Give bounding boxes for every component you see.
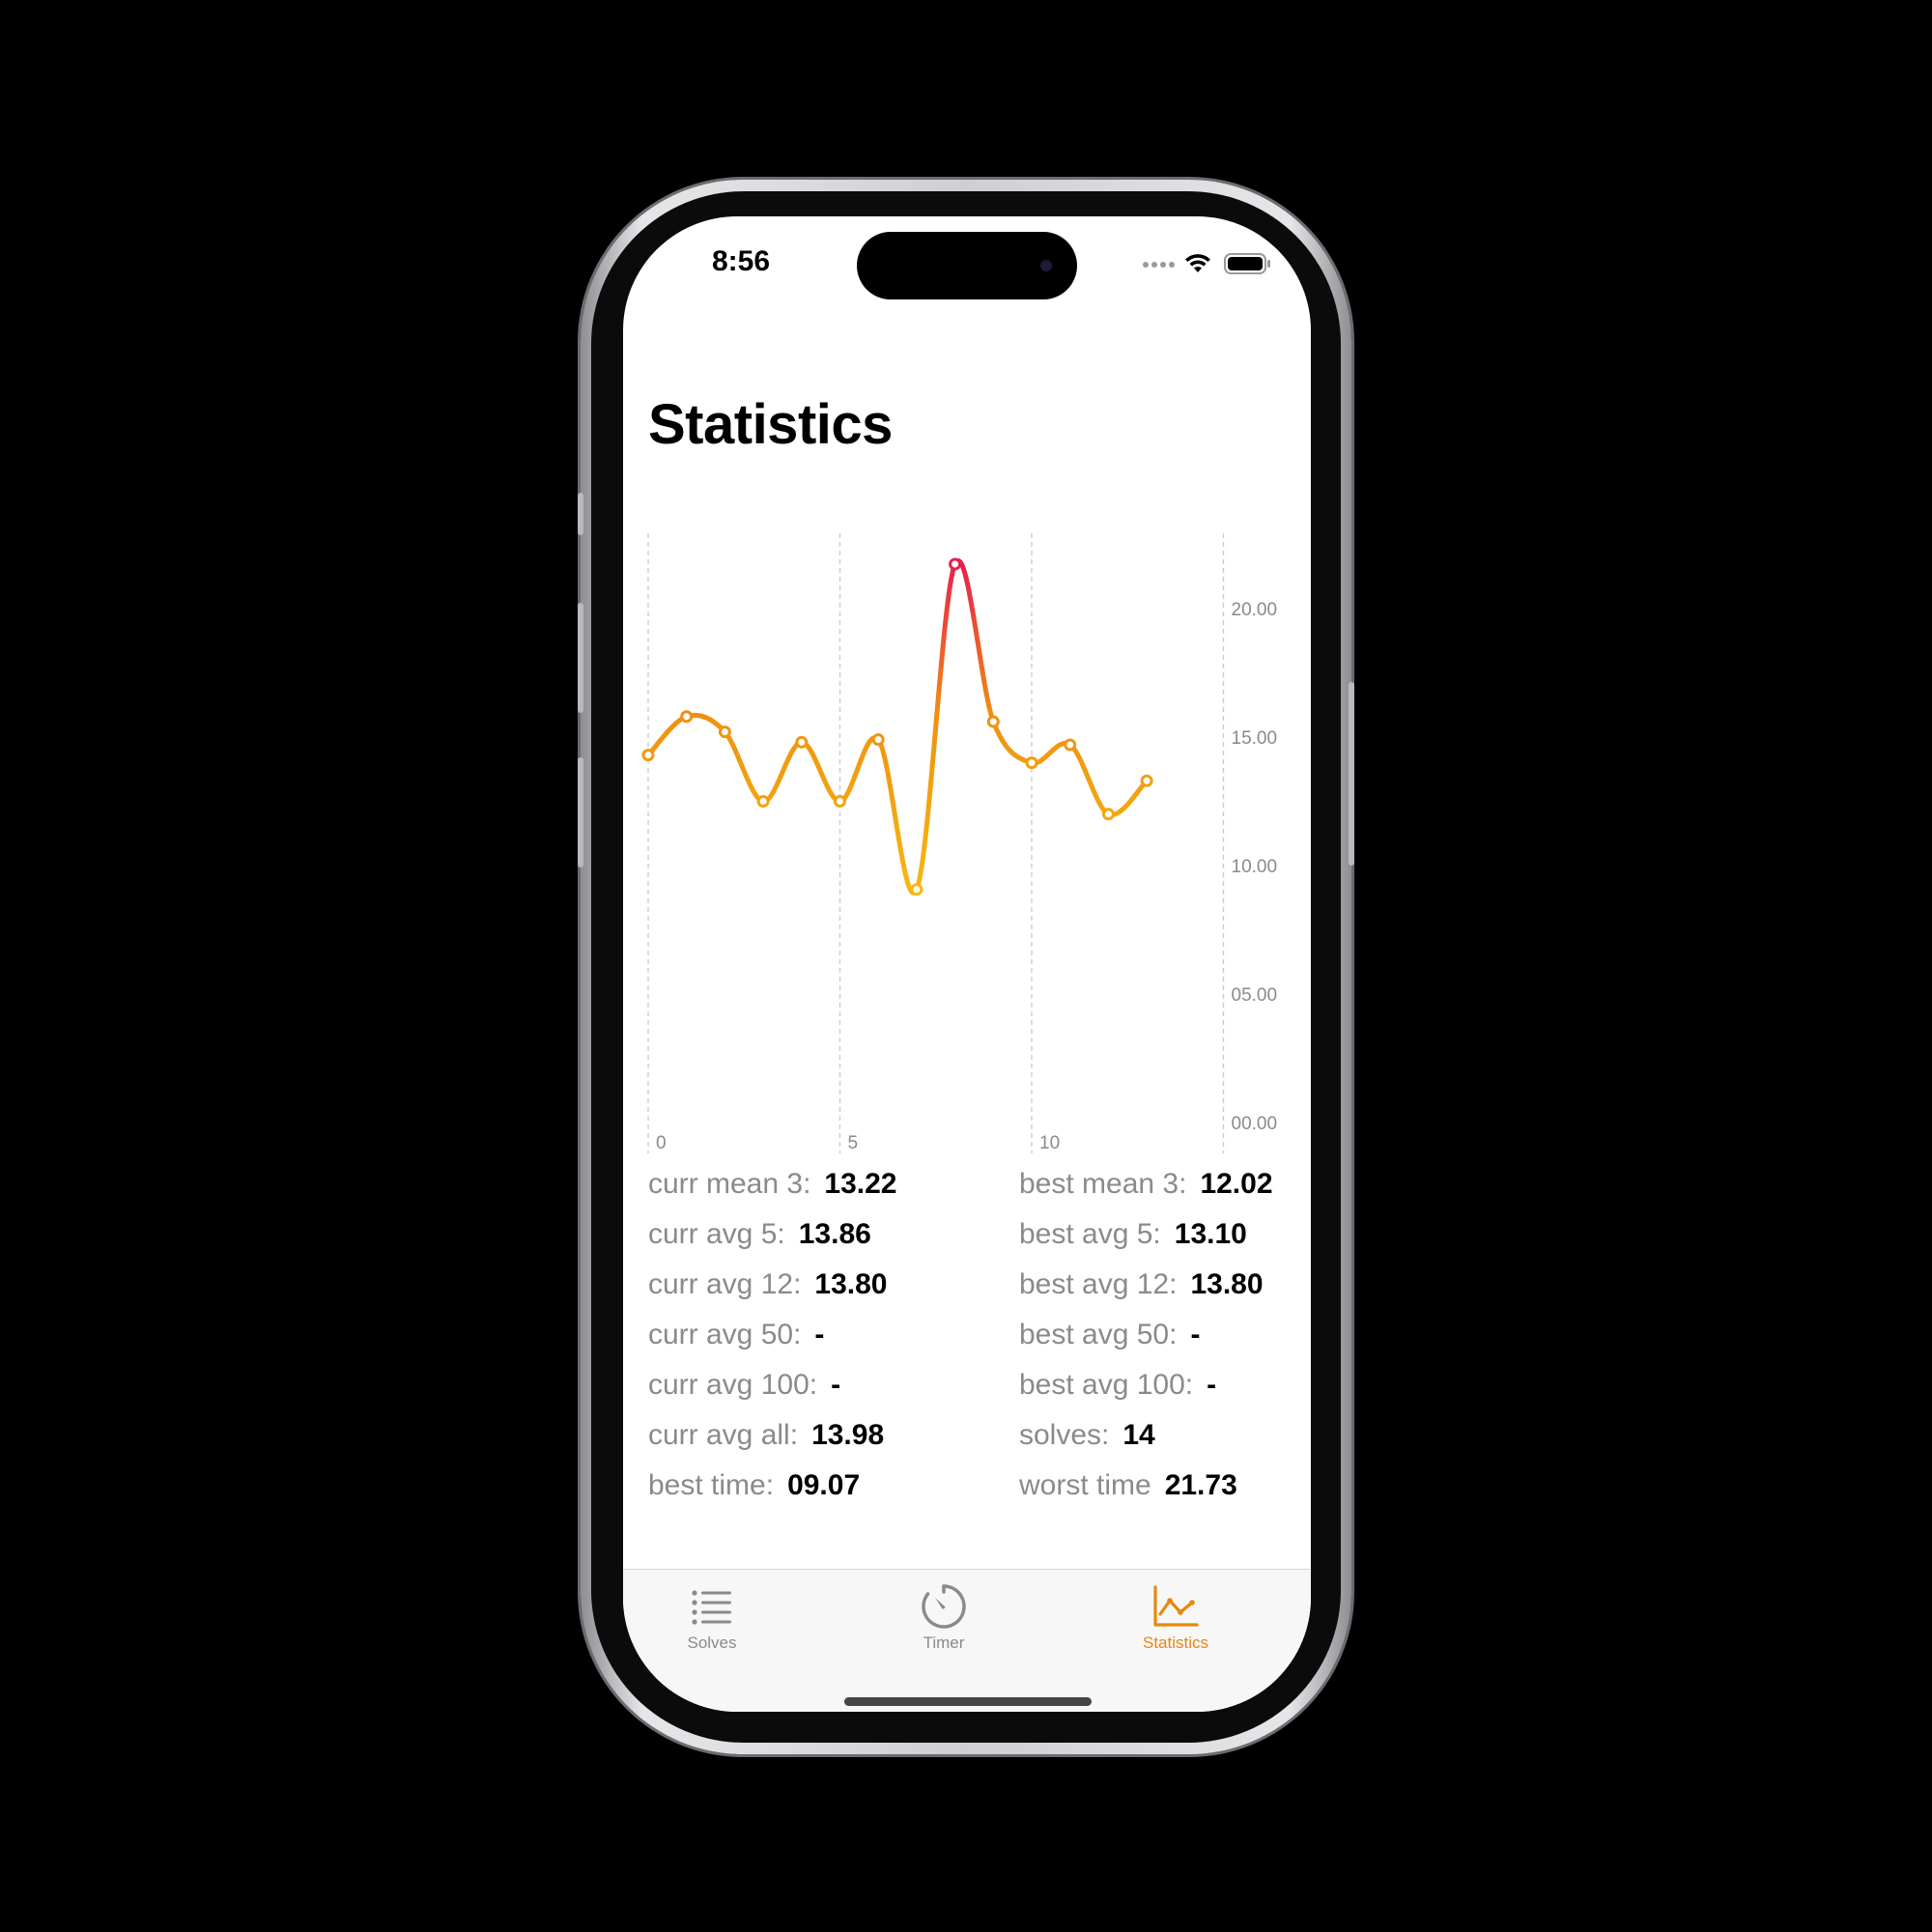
tab-timer[interactable]: Timer bbox=[876, 1581, 1011, 1653]
power-button bbox=[1349, 682, 1354, 866]
stat-label: best time: bbox=[648, 1469, 775, 1501]
x-tick-label: 5 bbox=[848, 1133, 859, 1153]
stat-value: 13.80 bbox=[1190, 1268, 1264, 1300]
stat-row-left: curr mean 3: 13.22 bbox=[648, 1165, 896, 1204]
stat-row-left: curr avg all: 13.98 bbox=[648, 1416, 884, 1455]
data-point bbox=[1025, 756, 1038, 770]
x-axis-ticks: 0 5 10 bbox=[656, 1133, 1060, 1153]
tab-statistics[interactable]: Statistics bbox=[1108, 1581, 1243, 1653]
stat-row-left: curr avg 100: - bbox=[648, 1366, 840, 1405]
data-point bbox=[795, 735, 809, 749]
chart-icon bbox=[1153, 1585, 1199, 1627]
stat-label: best mean 3: bbox=[1019, 1168, 1187, 1200]
data-point bbox=[680, 710, 694, 724]
stat-row-right: solves: 14 bbox=[1019, 1416, 1155, 1455]
y-tick-label: 10.00 bbox=[1232, 857, 1278, 877]
cellular-signal-icon bbox=[1143, 262, 1175, 268]
data-point bbox=[834, 795, 846, 808]
y-axis-ticks: 00.00 05.00 10.00 15.00 20.00 bbox=[1232, 600, 1278, 1134]
stat-label: curr avg 50: bbox=[648, 1319, 802, 1350]
stat-value: 21.73 bbox=[1164, 1469, 1237, 1501]
camera-icon bbox=[1040, 260, 1052, 271]
dynamic-island bbox=[857, 232, 1077, 299]
stat-value: - bbox=[814, 1319, 825, 1350]
stopwatch-icon bbox=[922, 1584, 966, 1629]
stat-label: best avg 5: bbox=[1019, 1218, 1161, 1250]
stat-value: 13.80 bbox=[814, 1268, 888, 1300]
stat-label: curr avg all: bbox=[648, 1419, 799, 1451]
tab-timer-label: Timer bbox=[923, 1634, 965, 1652]
stat-label: best avg 12: bbox=[1019, 1268, 1178, 1300]
stat-row-left: best time: 09.07 bbox=[648, 1466, 860, 1505]
stat-label: curr avg 5: bbox=[648, 1218, 785, 1250]
solve-times-chart: 0 5 10 00.00 05.00 10.00 15.00 20.00 bbox=[641, 533, 1278, 1153]
stat-label: curr mean 3: bbox=[648, 1168, 811, 1200]
tab-statistics-label: Statistics bbox=[1142, 1634, 1209, 1652]
x-tick-label: 0 bbox=[656, 1133, 667, 1153]
data-point bbox=[1064, 738, 1077, 752]
data-point bbox=[871, 733, 885, 747]
data-point bbox=[986, 715, 1000, 728]
stat-value: 13.22 bbox=[824, 1168, 897, 1200]
tab-solves[interactable]: Solves bbox=[644, 1581, 780, 1653]
tab-solves-label: Solves bbox=[687, 1634, 737, 1652]
list-icon bbox=[692, 1590, 731, 1625]
status-time: 8:56 bbox=[712, 245, 771, 277]
stat-label: solves: bbox=[1019, 1419, 1110, 1451]
data-point bbox=[641, 749, 655, 762]
data-point bbox=[1140, 774, 1153, 787]
stat-label: best avg 50: bbox=[1019, 1319, 1178, 1350]
stat-row-left: curr avg 50: - bbox=[648, 1316, 824, 1354]
stat-value: 13.98 bbox=[811, 1419, 885, 1451]
data-point bbox=[718, 725, 731, 739]
y-tick-label: 05.00 bbox=[1232, 985, 1278, 1006]
stat-label: curr avg 12: bbox=[648, 1268, 802, 1300]
volume-up-button bbox=[578, 603, 583, 713]
wifi-icon bbox=[1185, 254, 1210, 272]
stat-value: - bbox=[831, 1369, 841, 1401]
x-tick-label: 10 bbox=[1039, 1133, 1060, 1153]
tab-bar: Solves Timer Statistics bbox=[623, 1569, 1311, 1712]
data-point bbox=[949, 557, 962, 571]
y-tick-label: 00.00 bbox=[1232, 1114, 1278, 1134]
home-indicator bbox=[844, 1697, 1092, 1706]
stat-value: 09.07 bbox=[787, 1469, 861, 1501]
stat-label: worst time bbox=[1019, 1469, 1151, 1501]
stat-value: 13.86 bbox=[798, 1218, 871, 1250]
stat-value: 14 bbox=[1122, 1419, 1155, 1451]
stat-label: best avg 100: bbox=[1019, 1369, 1194, 1401]
stat-row-right: best avg 50: - bbox=[1019, 1316, 1200, 1354]
stat-row-left: curr avg 12: 13.80 bbox=[648, 1265, 888, 1304]
y-tick-label: 15.00 bbox=[1232, 728, 1278, 749]
battery-icon bbox=[1224, 253, 1270, 274]
stat-value: - bbox=[1190, 1319, 1201, 1350]
action-button bbox=[578, 493, 583, 535]
stat-value: 12.02 bbox=[1200, 1168, 1273, 1200]
stat-row-right: worst time 21.73 bbox=[1019, 1466, 1237, 1505]
data-point bbox=[1101, 808, 1115, 821]
stat-row-left: curr avg 5: 13.86 bbox=[648, 1215, 871, 1254]
data-point bbox=[756, 795, 770, 808]
stat-row-right: best avg 12: 13.80 bbox=[1019, 1265, 1264, 1304]
page-title: Statistics bbox=[648, 393, 893, 456]
stat-value: - bbox=[1207, 1369, 1217, 1401]
data-points bbox=[641, 557, 1153, 896]
screen: 8:56 Statistics 0 5 10 00.00 0 bbox=[623, 216, 1311, 1712]
volume-down-button bbox=[578, 757, 583, 867]
stat-label: curr avg 100: bbox=[648, 1369, 818, 1401]
stat-row-right: best avg 100: - bbox=[1019, 1366, 1216, 1405]
stat-row-right: best mean 3: 12.02 bbox=[1019, 1165, 1273, 1204]
y-tick-label: 20.00 bbox=[1232, 600, 1278, 620]
data-point bbox=[910, 883, 923, 896]
chart-grid bbox=[647, 533, 1225, 1153]
stat-value: 13.10 bbox=[1174, 1218, 1247, 1250]
stat-row-right: best avg 5: 13.10 bbox=[1019, 1215, 1247, 1254]
